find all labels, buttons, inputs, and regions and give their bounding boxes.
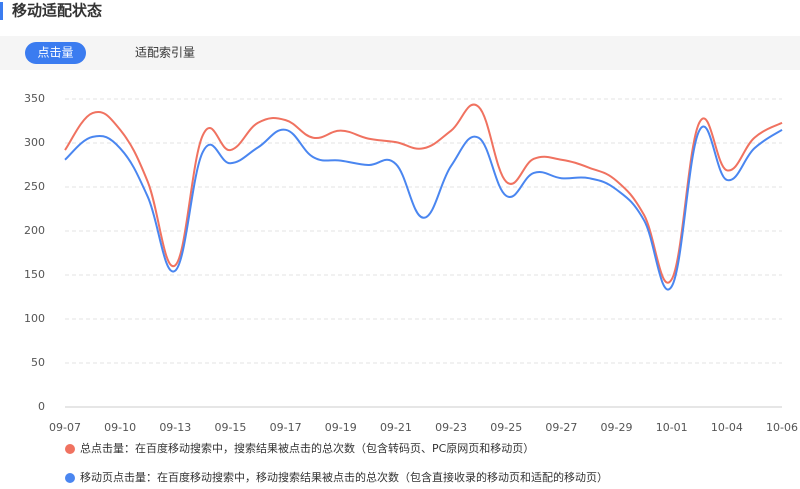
legend-swatch	[65, 473, 75, 483]
page-title: 移动适配状态	[12, 2, 102, 20]
series-line	[64, 103, 783, 284]
title-bar	[0, 2, 3, 20]
tab[interactable]: 适配索引量	[135, 46, 195, 60]
x-tick-label: 10-01	[656, 421, 688, 434]
x-tick-label: 09-17	[270, 421, 302, 434]
y-tick-label: 0	[38, 400, 45, 413]
x-tick-label: 10-06	[766, 421, 798, 434]
y-tick-label: 350	[24, 92, 45, 105]
y-tick-label: 250	[24, 180, 45, 193]
x-tick-label: 09-21	[380, 421, 412, 434]
x-tick-label: 09-10	[104, 421, 136, 434]
x-tick-label: 10-04	[711, 421, 743, 434]
x-tick-label: 09-29	[601, 421, 633, 434]
x-tick-label: 09-13	[159, 421, 191, 434]
x-tick-label: 09-23	[435, 421, 467, 434]
tab-bar	[0, 36, 800, 70]
y-tick-label: 100	[24, 312, 45, 325]
legend-swatch	[65, 444, 75, 454]
y-tick-label: 50	[31, 356, 45, 369]
y-tick-label: 150	[24, 268, 45, 281]
legend-label: 移动页点击量：在百度移动搜索中，移动搜索结果被点击的总次数（包含直接收录的移动页…	[80, 470, 608, 484]
x-tick-label: 09-19	[325, 421, 357, 434]
tab-active[interactable]	[25, 42, 86, 64]
x-tick-label: 09-07	[49, 421, 81, 434]
tab[interactable]: 点击量	[37, 46, 73, 60]
x-tick-label: 09-27	[545, 421, 577, 434]
y-tick-label: 300	[24, 136, 45, 149]
x-tick-label: 09-15	[214, 421, 246, 434]
x-tick-label: 09-25	[490, 421, 522, 434]
legend-label: 总点击量：在百度移动搜索中，搜索结果被点击的总次数（包含转码页、PC原网页和移动…	[80, 441, 534, 455]
series-line	[64, 125, 783, 291]
y-tick-label: 200	[24, 224, 45, 237]
